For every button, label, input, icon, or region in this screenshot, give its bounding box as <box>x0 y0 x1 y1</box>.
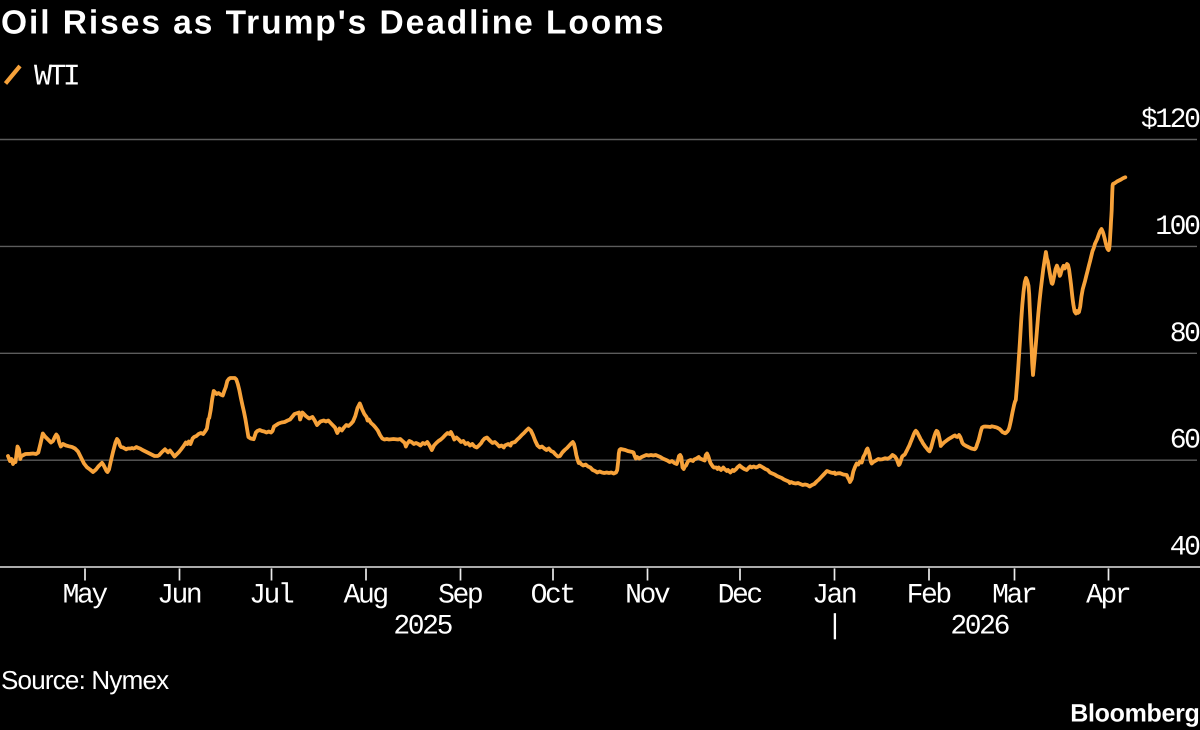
svg-text:2026: 2026 <box>950 612 1008 643</box>
svg-text:WTI: WTI <box>34 61 79 95</box>
svg-text:60: 60 <box>1170 426 1200 457</box>
svg-text:Jul: Jul <box>249 581 294 612</box>
svg-text:Nov: Nov <box>625 581 670 612</box>
svg-text:Aug: Aug <box>344 581 388 612</box>
svg-text:$120: $120 <box>1141 105 1200 136</box>
svg-text:40: 40 <box>1170 533 1200 564</box>
svg-text:Oil Rises as Trump's Deadline: Oil Rises as Trump's Deadline Looms <box>1 5 666 42</box>
svg-text:Feb: Feb <box>907 581 951 612</box>
svg-text:2025: 2025 <box>393 612 452 643</box>
svg-text:Jun: Jun <box>157 581 201 612</box>
svg-text:May: May <box>63 581 108 612</box>
svg-text:Mar: Mar <box>992 581 1036 612</box>
svg-text:Sep: Sep <box>438 581 482 612</box>
svg-text:Source: Nymex: Source: Nymex <box>1 665 169 695</box>
svg-text:Dec: Dec <box>718 581 762 612</box>
svg-text:100: 100 <box>1155 212 1200 243</box>
svg-text:Apr: Apr <box>1086 581 1130 612</box>
svg-text:Jan: Jan <box>812 581 856 612</box>
svg-text:80: 80 <box>1170 319 1200 350</box>
svg-text:Oct: Oct <box>531 581 574 612</box>
svg-text:Bloomberg: Bloomberg <box>1070 700 1199 728</box>
svg-text:|: | <box>826 612 840 643</box>
